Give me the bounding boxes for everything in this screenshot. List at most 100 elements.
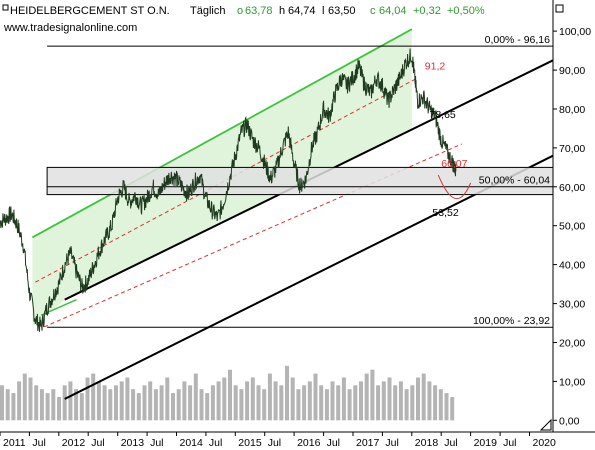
- highlight-arc: [437, 174, 472, 200]
- volume-bar: [102, 385, 107, 421]
- volume-bar: [182, 381, 187, 421]
- x-tick-label: Jul: [268, 437, 281, 449]
- annotations: 91,2 78,65 66,07 53,52: [425, 60, 472, 219]
- red-dashed-line-upper: [35, 77, 418, 283]
- change-value: +0,32: [413, 5, 441, 17]
- outer-support-line: [64, 154, 554, 400]
- y-tick-label: 20,00: [559, 338, 585, 350]
- change-pct-value: +0,50%: [447, 5, 485, 17]
- volume-bar: [421, 373, 426, 421]
- low-value: 63,50: [328, 5, 356, 17]
- annotation-label: 53,52: [432, 207, 458, 219]
- volume-bar: [22, 373, 27, 421]
- volume-bar: [119, 381, 124, 421]
- fib-label: 100,00% - 23,92: [473, 315, 550, 327]
- fib-label: 50,00% - 60,04: [479, 175, 550, 187]
- volume-bar: [376, 385, 381, 421]
- volume-bar: [199, 389, 204, 421]
- volume-bar: [57, 397, 61, 421]
- volume-bar: [45, 393, 50, 421]
- volume-bar: [313, 373, 318, 421]
- high-label: h: [279, 5, 285, 17]
- resize-corner-icon[interactable]: [539, 418, 552, 431]
- volume-bar: [319, 385, 324, 421]
- volume-bar: [347, 389, 352, 421]
- volume-bar: [96, 381, 101, 421]
- volume-bar: [256, 385, 261, 421]
- x-tick-label: 2011: [3, 437, 26, 449]
- volume-bar: [17, 381, 22, 421]
- volume-bar: [108, 389, 113, 421]
- volume-bar: [444, 393, 449, 421]
- volume-bar: [159, 385, 164, 421]
- symbol-label: HEIDELBERGCEMENT ST O.N.: [10, 5, 170, 17]
- volume-bar: [359, 381, 363, 421]
- volume-bar: [262, 389, 267, 421]
- y-tick-label: 40,00: [559, 260, 585, 272]
- volume-bar: [336, 385, 341, 421]
- volume-bar: [148, 381, 153, 421]
- open-value: 63,78: [245, 5, 273, 17]
- volume-bar: [228, 369, 232, 421]
- volume-bar: [233, 385, 238, 421]
- volume-bar: [285, 365, 289, 421]
- volume-bar: [433, 385, 438, 421]
- annotation-label: 66,07: [441, 158, 467, 170]
- website-label: www.tradesignalonline.com: [3, 22, 137, 34]
- x-tick-label: Jul: [327, 437, 340, 449]
- volume-bar: [216, 381, 221, 421]
- volume-bar: [142, 385, 147, 421]
- chart-header: HEIDELBERGCEMENT ST O.N. Täglich o 63,78…: [2, 4, 485, 34]
- volume-bar: [398, 381, 403, 421]
- volume-bar: [165, 377, 170, 421]
- x-tick-label: Jul: [385, 437, 398, 449]
- close-value: 64,04: [379, 5, 407, 17]
- y-tick-label: 30,00: [559, 299, 585, 311]
- volume-bar: [341, 377, 346, 421]
- resistance-zone: [46, 166, 554, 196]
- x-axis-ticks: 2011 Jul 2012 Jul 2013 Jul 2014 Jul 2015 Jul 2016 J…: [0, 432, 556, 449]
- volume-bar: [387, 377, 392, 421]
- volume-bar: [330, 381, 335, 421]
- upper-channel-line: [31, 28, 413, 239]
- scale-toggle-icon[interactable]: [555, 4, 564, 13]
- annotation-label: 78,65: [430, 109, 456, 121]
- y-tick-label: 100,00: [559, 26, 591, 38]
- x-tick-label: 2015: [238, 437, 262, 449]
- volume-bar: [450, 397, 455, 421]
- y-tick-label: 80,00: [559, 104, 585, 116]
- x-tick-label: Jul: [32, 437, 45, 449]
- x-tick-label: 2018: [415, 437, 439, 449]
- volume-bar: [296, 389, 301, 421]
- volume-bar: [176, 389, 181, 421]
- volume-bar: [125, 377, 130, 421]
- volume-bar: [245, 381, 250, 421]
- close-label: c: [370, 5, 376, 17]
- volume-bar: [210, 385, 215, 421]
- y-tick-label: 70,00: [559, 143, 585, 155]
- volume-bar: [51, 389, 56, 421]
- volume-bar: [239, 389, 244, 421]
- x-tick-label: Jul: [444, 437, 457, 449]
- volume-bar: [62, 385, 67, 421]
- volume-bar: [34, 385, 39, 421]
- volume-bar: [307, 381, 312, 421]
- volume-bar: [5, 389, 10, 421]
- volume-bar: [267, 373, 272, 421]
- volume-bar: [205, 393, 210, 421]
- volume-bar: [188, 385, 193, 421]
- x-tick-label: 2020: [533, 437, 557, 449]
- volume-bar: [171, 393, 175, 421]
- volume-bar: [85, 377, 90, 421]
- volume-bar: [381, 381, 386, 421]
- volume-bars: [0, 365, 455, 421]
- volume-bar: [324, 389, 329, 421]
- x-tick-label: 2016: [297, 437, 321, 449]
- collapse-icon[interactable]: [2, 4, 9, 11]
- x-tick-label: 2013: [121, 437, 145, 449]
- open-label: o: [237, 5, 243, 17]
- y-tick-label: 50,00: [559, 221, 585, 233]
- volume-bar: [290, 377, 295, 421]
- y-tick-label: 0,00: [559, 415, 580, 427]
- price-series: [0, 48, 457, 332]
